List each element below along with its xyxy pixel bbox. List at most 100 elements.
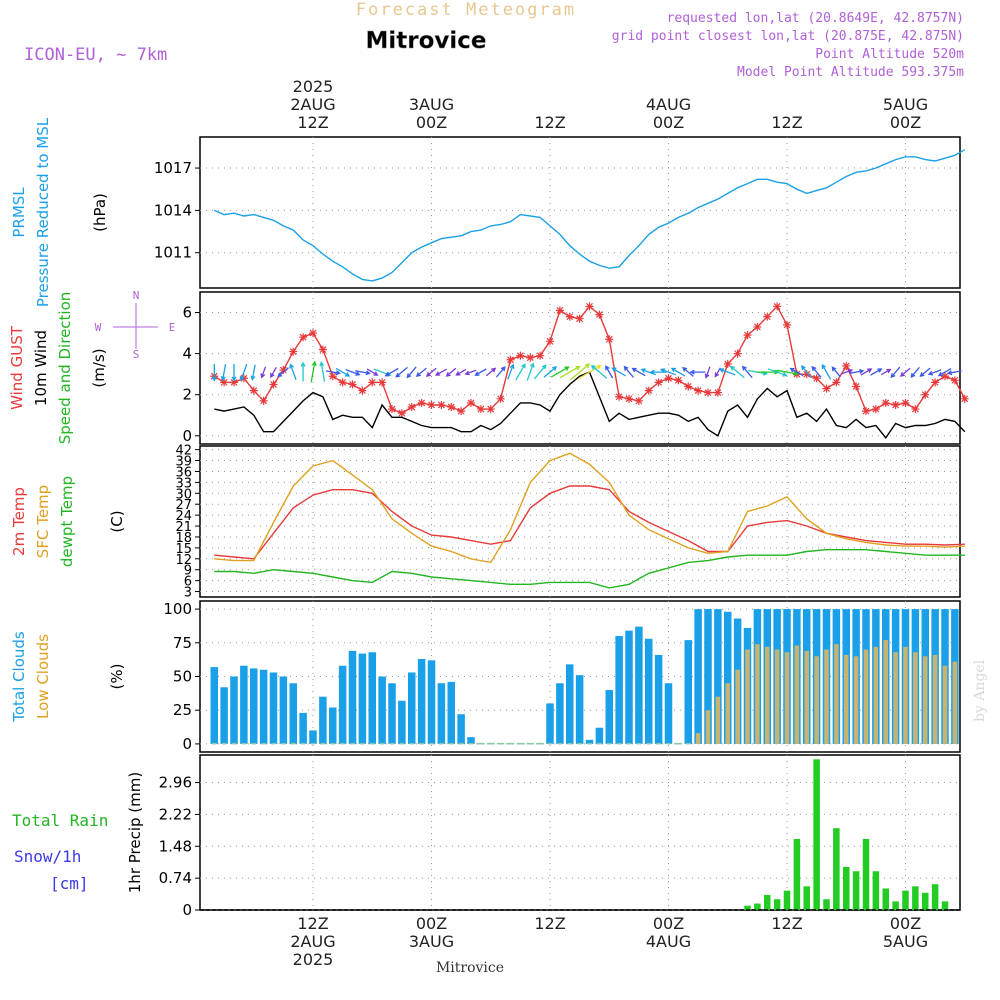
wind-direction-arrow [211,363,217,382]
precip-bar [833,828,840,910]
y-axis-label: Low Clouds [34,634,52,719]
cloud-bar [409,742,414,745]
gust-marker [891,400,900,409]
panel-frame [199,136,961,289]
low-cloud-bar [923,656,928,744]
gust-marker [516,351,525,360]
bottom-time-label: 00Z [890,914,921,933]
wind-direction-arrow [741,365,753,379]
gust-marker [476,405,485,414]
top-time-label: 00Z [653,113,684,132]
panel-frame [199,291,961,445]
total-cloud-bar [427,660,436,744]
cloud-bar [537,742,543,745]
cloud-bar [528,742,533,745]
total-cloud-bar [664,683,673,744]
gust-marker [733,349,742,358]
precip-bar [931,884,939,910]
gust-marker [664,374,673,383]
wind-direction-arrow [406,366,417,379]
gust-marker [704,388,712,397]
gust-marker [901,398,910,407]
wind-direction-arrow [345,368,361,376]
total-cloud-bar [398,700,406,744]
cloud-bar [350,742,355,745]
series-line [214,149,966,282]
series-line [214,485,965,560]
wind-direction-arrow [927,369,942,376]
y-tick-label: 1011 [154,244,192,262]
gust-marker [842,361,851,370]
gust-marker [674,376,683,385]
wind-direction-arrow [811,365,822,378]
wind-direction-arrow [590,364,608,379]
gust-marker [536,351,545,360]
gust-marker [941,372,949,381]
gust-marker [634,396,643,405]
precip-bar [803,886,810,910]
cloud-bar [291,742,296,745]
series-line [214,549,965,589]
gust-marker [388,405,396,414]
low-cloud-bar [873,646,879,744]
wind-direction-arrow [435,368,447,376]
low-cloud-bar [903,646,908,744]
wind-direction-arrow [919,367,931,377]
cloud-bar [498,742,503,745]
y-axis-label: (m/s) [90,348,108,387]
low-cloud-bar [765,646,770,744]
cloud-bar [439,742,444,745]
gust-marker [881,398,890,407]
precip-bar [862,838,870,910]
wind-direction-arrow [623,365,634,378]
gust-marker [338,378,347,387]
bottom-time-label: 12Z [534,914,565,933]
cloud-bar [518,742,523,745]
total-cloud-bar [388,683,396,744]
cloud-bar [300,742,306,745]
cloud-bar [330,742,335,745]
low-cloud-bar [893,652,898,744]
y-axis-label: (%) [108,664,126,690]
total-cloud-bar [575,675,584,744]
y-tick-label: 1014 [154,201,192,219]
y-axis-label: Pressure Reduced to MSL [34,117,52,307]
low-cloud-bar [814,656,819,744]
y-tick-label: 0 [182,427,192,445]
y-tick-label: 2.96 [159,774,192,792]
low-cloud-bar [804,650,809,744]
top-time-label: 4AUG [646,95,691,114]
cloud-bar [389,742,395,745]
cloud-bar [616,742,622,745]
wind-direction-arrow [767,368,788,377]
cloud-bar [577,742,582,745]
gust-marker [921,390,930,399]
gust-marker [871,405,880,414]
low-cloud-bar [913,652,918,744]
wind-direction-arrow [335,367,351,377]
cloud-bar [686,742,691,745]
cloud-bar [212,742,217,745]
wind-direction-arrow [899,367,911,377]
gust-marker [713,388,722,397]
y-tick-label: 24 [175,509,192,524]
wind-direction-arrow [464,369,477,376]
wind-direction-arrow [474,368,487,376]
gust-marker [773,302,782,311]
precip-bar [783,890,791,910]
wind-direction-arrow [860,368,873,376]
low-cloud-bar [745,649,750,744]
bottom-time-label: 2AUG [290,932,335,951]
total-cloud-bar [358,653,367,744]
compass-south: S [133,348,140,361]
total-cloud-bar [635,626,643,744]
gust-marker [348,380,357,389]
precip-bar [813,759,820,910]
y-tick-label: 4 [182,345,192,363]
cloud-bar [399,742,405,745]
gust-marker [318,345,327,354]
y-tick-label: 30 [175,487,192,502]
cloud-bar [340,742,345,745]
wind-direction-arrow [550,366,570,378]
